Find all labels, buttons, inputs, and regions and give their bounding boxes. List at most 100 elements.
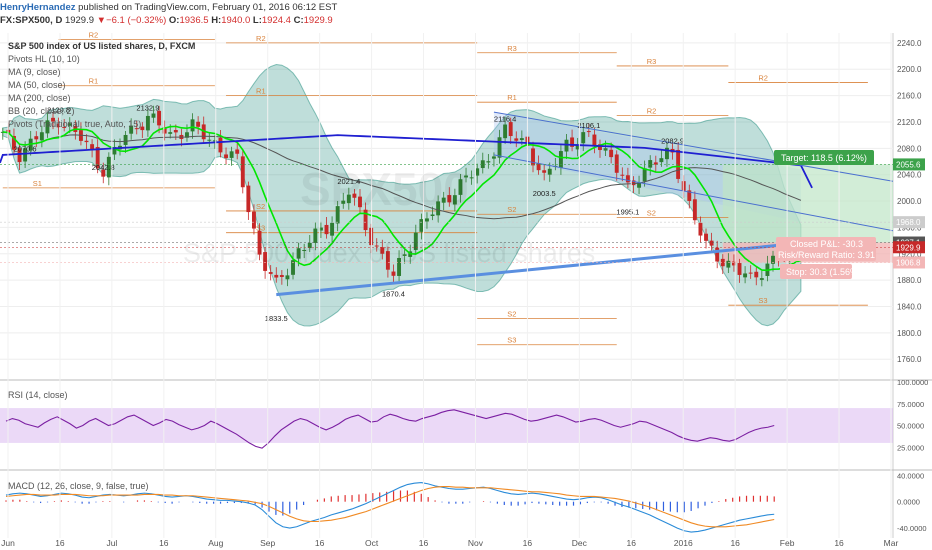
pivot-level-label: R3 (647, 57, 657, 66)
time-axis[interactable]: Jun 16 Jul 16 Aug Sep 16 Oct 16 Nov 16 Dec 16 2016 16 F… (1, 33, 898, 548)
price-tick-label: 2040.0 (897, 171, 922, 180)
price-tick-label: 2160.0 (897, 92, 922, 101)
swing-pivot-label: 2042.8 (92, 163, 115, 172)
ma200-line (0, 134, 813, 189)
candle-body (190, 119, 195, 132)
legend-pivots-traditional[interactable]: Pivots (Traditional, true, Auto, 15) (8, 119, 141, 129)
time-tick-label: Mar (884, 538, 899, 548)
price-marker-label: 1906.8 (896, 258, 921, 267)
price-tick-label: 1760.0 (897, 355, 922, 364)
candle-body (653, 162, 658, 165)
channel-lower-line (493, 154, 894, 232)
macd-panel[interactable]: 40.0000 0.0000 -40.0000 (5, 471, 927, 533)
candle-body (731, 261, 736, 266)
swing-pivot-label: 2021.4 (337, 177, 360, 186)
legend-ma9[interactable]: MA (9, close) (8, 67, 61, 77)
candle-body (698, 222, 703, 236)
candle-body (631, 180, 636, 186)
author-link[interactable]: HenryHernandez (0, 2, 76, 13)
candle-body (185, 132, 189, 138)
rsi-panel[interactable]: 100.0000 75.0000 50.0000 25.0000 (0, 378, 932, 471)
candle-body (458, 179, 463, 195)
target-label[interactable]: Target: 118.5 (6.12%) (781, 153, 867, 163)
candle-body (318, 227, 323, 231)
macd-legend[interactable]: MACD (12, 26, close, 9, false, true) (8, 481, 149, 491)
candle-body (726, 260, 731, 268)
candle-body (90, 144, 95, 150)
candle-body (235, 149, 240, 154)
price-marker-label: 2055.6 (896, 160, 921, 169)
time-tick-label: Sep (260, 538, 275, 548)
macd-tick-label: 40.0000 (897, 471, 924, 480)
price-tick-label: 1840.0 (897, 303, 922, 312)
ma9-line (2, 125, 802, 272)
candle-body (692, 199, 697, 221)
closed-pl-label[interactable]: Closed P&L: -30.3 (790, 239, 863, 249)
open-label: O: (168, 15, 180, 26)
swing-pivot-label: 2116.4 (494, 114, 516, 123)
candle-body (759, 278, 764, 280)
high-label: H: (211, 15, 222, 26)
candle-body (17, 148, 22, 163)
price-tick-label: 1800.0 (897, 329, 922, 338)
stop-label[interactable]: Stop: 30.3 (1.56%) (786, 267, 861, 277)
candle-body (704, 233, 708, 241)
candle-body (224, 154, 228, 159)
candle-body (575, 144, 580, 150)
time-tick-label: 2016 (674, 538, 693, 548)
pivot-level-label: S2 (507, 309, 516, 318)
support-trend-line (276, 237, 841, 297)
candle-body (464, 175, 468, 178)
candle-body (614, 154, 619, 173)
candle-body (151, 113, 156, 118)
price-marker-bg (893, 256, 925, 269)
candle-body (212, 140, 217, 142)
pivot-level-label: R1 (256, 87, 266, 96)
candle-body (246, 185, 251, 213)
candle-body (346, 194, 351, 204)
price-marker-label: 1929.9 (896, 243, 921, 252)
candle-body (324, 224, 329, 235)
swing-pivot-label: 2132.9 (136, 103, 159, 112)
time-tick-label: Oct (365, 538, 379, 548)
price-tick-label: 1880.0 (897, 276, 922, 285)
legend-ma50[interactable]: MA (50, close) (8, 80, 66, 90)
candle-body (564, 139, 569, 152)
rsi-line (5, 409, 775, 449)
price-tick-label: 2240.0 (897, 39, 922, 48)
candle-body (609, 149, 614, 158)
high-value: 1940.0 (221, 15, 251, 26)
candle-body (101, 169, 106, 177)
candle-body (279, 275, 284, 277)
overlay-labels: SPX500 S&P 500 index of US listed shares… (8, 41, 595, 491)
pivot-level-label: R2 (758, 73, 768, 82)
candle-body (648, 160, 653, 168)
candle-body (296, 248, 301, 259)
candle-body (145, 115, 150, 131)
stop-label-bg (780, 264, 852, 279)
position-tool-labels[interactable]: Target: 118.5 (6.12%) Closed P&L: -30.3 … (774, 150, 876, 279)
swing-pivot-label: 1995.1 (616, 207, 639, 216)
swing-pivot-label: 2070.6 (14, 145, 37, 154)
rsi-tick-label: 50.0000 (897, 422, 924, 431)
candle-body (240, 156, 245, 188)
risk-reward-label[interactable]: Risk/Reward Ratio: 3.91 (778, 250, 875, 260)
rsi-legend[interactable]: RSI (14, close) (8, 390, 68, 400)
swing-pivot-label: 2082.9 (661, 136, 684, 145)
candle-body (397, 257, 402, 276)
main-price-panel[interactable]: 1760.01800.01840.01880.01920.01960.02000… (0, 31, 932, 538)
candle-body (436, 201, 441, 216)
time-tick-label: Feb (780, 538, 795, 548)
candle-body (547, 168, 552, 175)
pivot-level-label: S3 (507, 336, 516, 345)
time-tick-label: 16 (834, 538, 844, 548)
candle-body (592, 134, 597, 147)
legend-bb[interactable]: BB (20, close, 2) (8, 106, 75, 116)
pivot-level-label: R1 (507, 93, 517, 102)
legend-pivots-hl[interactable]: Pivots HL (10, 10) (8, 54, 80, 64)
legend-ma200[interactable]: MA (200, close) (8, 93, 71, 103)
candle-body (603, 148, 608, 151)
pivot-level-label: S3 (256, 224, 265, 233)
candle-body (251, 211, 256, 229)
